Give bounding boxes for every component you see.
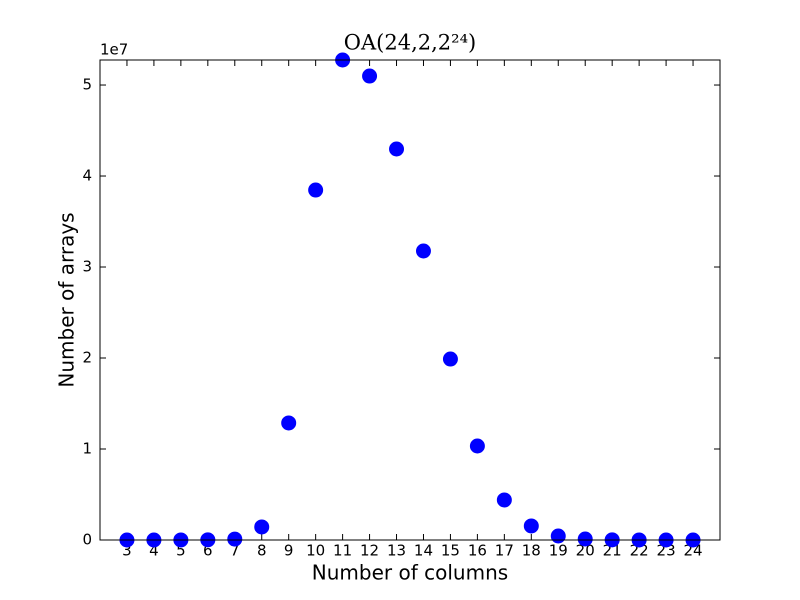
plot-frame bbox=[99, 59, 721, 541]
point bbox=[577, 531, 593, 547]
x-tick-label: 12 bbox=[360, 542, 379, 560]
point bbox=[227, 531, 243, 547]
point bbox=[362, 68, 378, 84]
x-tick-label: 13 bbox=[387, 542, 406, 560]
x-tick-label: 20 bbox=[576, 542, 595, 560]
x-tick-label: 14 bbox=[414, 542, 433, 560]
point bbox=[469, 438, 485, 454]
point bbox=[415, 243, 431, 259]
x-tick-label: 18 bbox=[522, 542, 541, 560]
x-axis-label: Number of columns bbox=[312, 561, 508, 585]
x-tick-label: 8 bbox=[257, 542, 267, 560]
x-tick-label: 22 bbox=[630, 542, 649, 560]
x-tick-label: 6 bbox=[203, 542, 213, 560]
chart-title: OA(24,2,2²⁴) bbox=[344, 31, 476, 55]
x-tick-label: 17 bbox=[495, 542, 514, 560]
x-tick-label: 10 bbox=[306, 542, 325, 560]
x-tick-label: 15 bbox=[441, 542, 460, 560]
point bbox=[442, 351, 458, 367]
point bbox=[523, 518, 539, 534]
y-tick-label: 5 bbox=[82, 76, 92, 94]
x-tick-label: 5 bbox=[176, 542, 186, 560]
y-axis-label: Number of arrays bbox=[55, 212, 79, 387]
x-tick-label: 21 bbox=[603, 542, 622, 560]
point bbox=[389, 141, 405, 157]
x-tick-label: 7 bbox=[230, 542, 240, 560]
x-tick-label: 23 bbox=[657, 542, 676, 560]
x-tick-label: 16 bbox=[468, 542, 487, 560]
point bbox=[550, 528, 566, 544]
x-tick-label: 9 bbox=[284, 542, 294, 560]
x-tick-label: 24 bbox=[683, 542, 702, 560]
y-tick-label: 0 bbox=[82, 531, 92, 549]
y-tick-label: 3 bbox=[82, 258, 92, 276]
x-tick-label: 11 bbox=[333, 542, 352, 560]
y-offset-label: 1e7 bbox=[100, 41, 128, 59]
x-tick-label: 3 bbox=[122, 542, 132, 560]
x-tick-label: 19 bbox=[549, 542, 568, 560]
y-tick-label: 2 bbox=[82, 349, 92, 367]
point bbox=[281, 415, 297, 431]
y-tick-label: 1 bbox=[82, 440, 92, 458]
x-tick-label: 4 bbox=[149, 542, 159, 560]
y-tick-label: 4 bbox=[82, 167, 92, 185]
point bbox=[308, 182, 324, 198]
point bbox=[254, 519, 270, 535]
point bbox=[496, 492, 512, 508]
